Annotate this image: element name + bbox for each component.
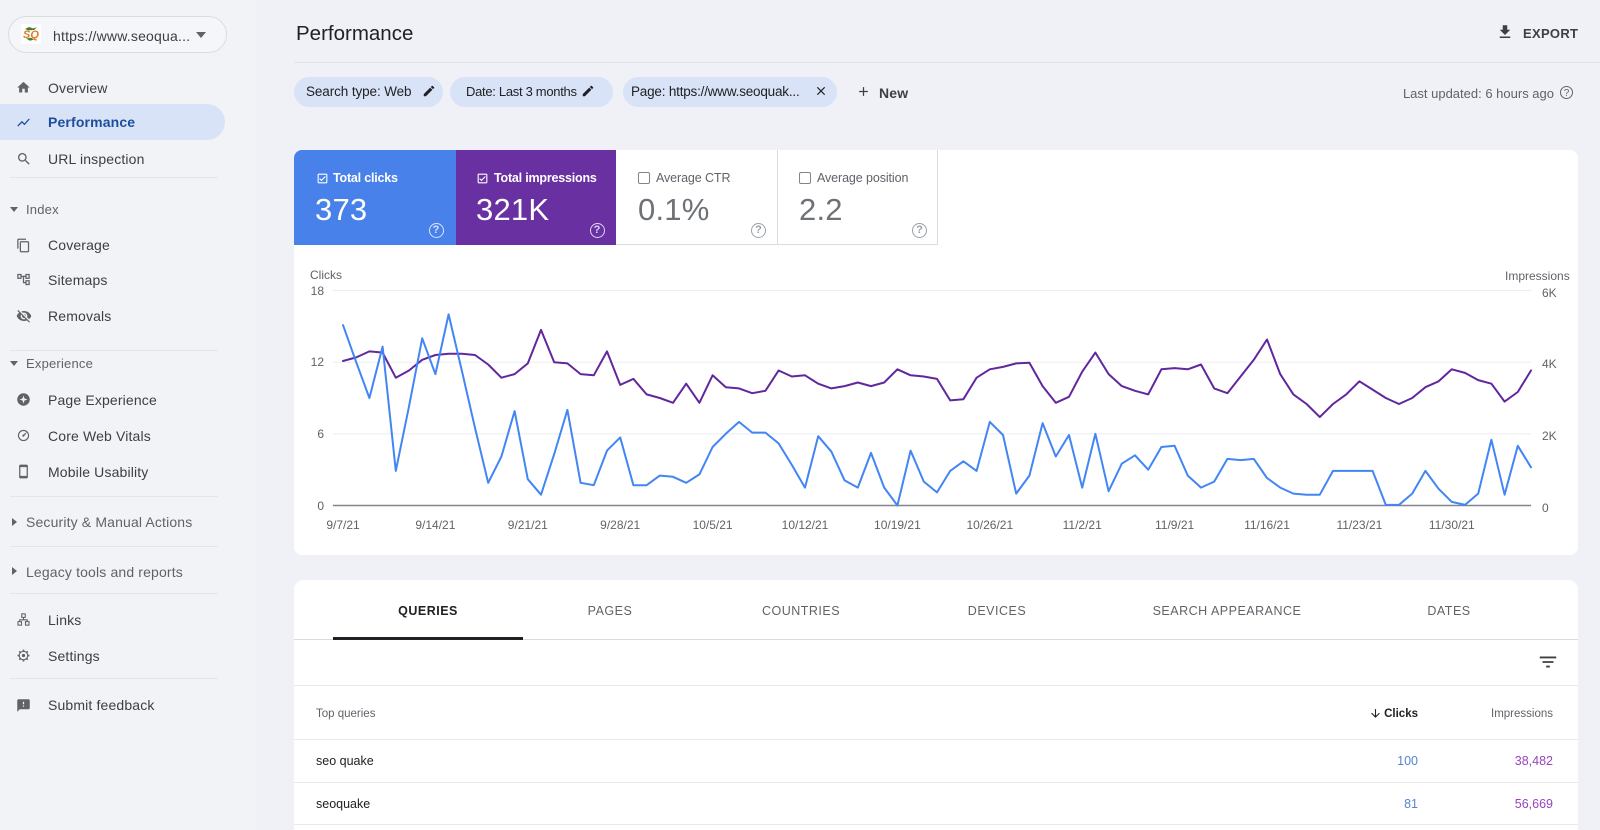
svg-text:SQ: SQ bbox=[23, 29, 39, 41]
